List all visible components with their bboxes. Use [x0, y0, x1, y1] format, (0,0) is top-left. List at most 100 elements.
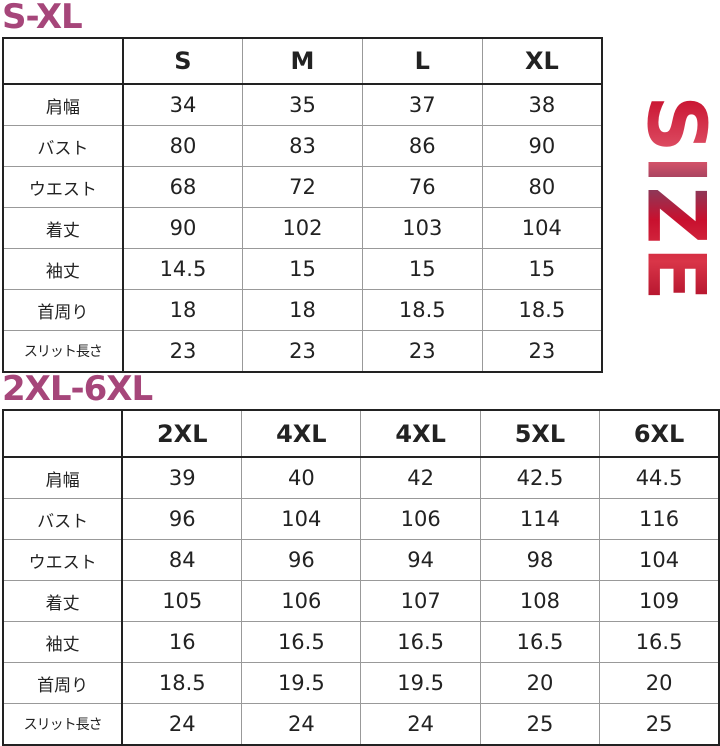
- measurement-value: 109: [600, 581, 719, 622]
- size-header: L: [362, 38, 482, 84]
- measurement-value: 15: [243, 249, 363, 290]
- measurement-value: 15: [482, 249, 602, 290]
- measurement-value: 15: [362, 249, 482, 290]
- measurement-label: 肩幅: [3, 457, 122, 499]
- measurement-value: 20: [480, 663, 599, 704]
- measurement-value: 86: [362, 126, 482, 167]
- size-logo: SIZE: [632, 86, 720, 312]
- measurement-value: 80: [123, 126, 243, 167]
- measurement-value: 104: [482, 208, 602, 249]
- size-header: 2XL: [122, 410, 241, 457]
- measurement-label: 着丈: [3, 581, 122, 622]
- measurement-label: 首周り: [3, 290, 123, 331]
- measurement-value: 42.5: [480, 457, 599, 499]
- measurement-label: バスト: [3, 499, 122, 540]
- size-header: S: [123, 38, 243, 84]
- measurement-value: 68: [123, 167, 243, 208]
- measurement-value: 104: [242, 499, 361, 540]
- measurement-value: 72: [243, 167, 363, 208]
- measurement-value: 104: [600, 540, 719, 581]
- measurement-value: 38: [482, 84, 602, 126]
- measurement-value: 16.5: [600, 622, 719, 663]
- measurement-value: 18: [123, 290, 243, 331]
- size-header: 5XL: [480, 410, 599, 457]
- measurement-value: 107: [361, 581, 480, 622]
- measurement-value: 96: [122, 499, 241, 540]
- measurement-value: 23: [482, 331, 602, 373]
- measurement-label: バスト: [3, 126, 123, 167]
- measurement-value: 16.5: [242, 622, 361, 663]
- measurement-value: 25: [600, 704, 719, 746]
- measurement-value: 106: [242, 581, 361, 622]
- measurement-value: 40: [242, 457, 361, 499]
- measurement-value: 102: [243, 208, 363, 249]
- measurement-value: 25: [480, 704, 599, 746]
- measurement-value: 114: [480, 499, 599, 540]
- measurement-value: 80: [482, 167, 602, 208]
- measurement-value: 98: [480, 540, 599, 581]
- measurement-value: 18.5: [482, 290, 602, 331]
- measurement-value: 16: [122, 622, 241, 663]
- measurement-value: 37: [362, 84, 482, 126]
- measurement-value: 76: [362, 167, 482, 208]
- measurement-value: 116: [600, 499, 719, 540]
- measurement-value: 90: [482, 126, 602, 167]
- measurement-label: 着丈: [3, 208, 123, 249]
- section-title-2xl-6xl: 2XL-6XL: [2, 372, 152, 406]
- measurement-label: スリット長さ: [3, 704, 122, 746]
- measurement-label: 袖丈: [3, 249, 123, 290]
- measurement-label: スリット長さ: [3, 331, 123, 373]
- measurement-value: 24: [361, 704, 480, 746]
- measurement-value: 23: [123, 331, 243, 373]
- measurement-value: 24: [122, 704, 241, 746]
- measurement-value: 42: [361, 457, 480, 499]
- measurement-value: 19.5: [361, 663, 480, 704]
- measurement-label: 肩幅: [3, 84, 123, 126]
- measurement-value: 105: [122, 581, 241, 622]
- measurement-value: 14.5: [123, 249, 243, 290]
- size-header: 4XL: [242, 410, 361, 457]
- measurement-value: 103: [362, 208, 482, 249]
- measurement-value: 94: [361, 540, 480, 581]
- measurement-value: 16.5: [480, 622, 599, 663]
- measurement-value: 90: [123, 208, 243, 249]
- measurement-value: 18.5: [122, 663, 241, 704]
- size-header: M: [243, 38, 363, 84]
- measurement-value: 23: [243, 331, 363, 373]
- measurement-value: 24: [242, 704, 361, 746]
- measurement-value: 84: [122, 540, 241, 581]
- measurement-value: 106: [361, 499, 480, 540]
- measurement-label: ウエスト: [3, 540, 122, 581]
- size-header: 4XL: [361, 410, 480, 457]
- measurement-value: 39: [122, 457, 241, 499]
- measurement-value: 23: [362, 331, 482, 373]
- size-logo-text: SIZE: [630, 95, 720, 303]
- measurement-value: 108: [480, 581, 599, 622]
- measurement-value: 96: [242, 540, 361, 581]
- measurement-value: 19.5: [242, 663, 361, 704]
- measurement-label: 袖丈: [3, 622, 122, 663]
- section-title-s-xl: S-XL: [2, 0, 82, 34]
- measurement-value: 34: [123, 84, 243, 126]
- size-header: XL: [482, 38, 602, 84]
- measurement-label: ウエスト: [3, 167, 123, 208]
- measurement-value: 20: [600, 663, 719, 704]
- measurement-value: 35: [243, 84, 363, 126]
- measurement-value: 83: [243, 126, 363, 167]
